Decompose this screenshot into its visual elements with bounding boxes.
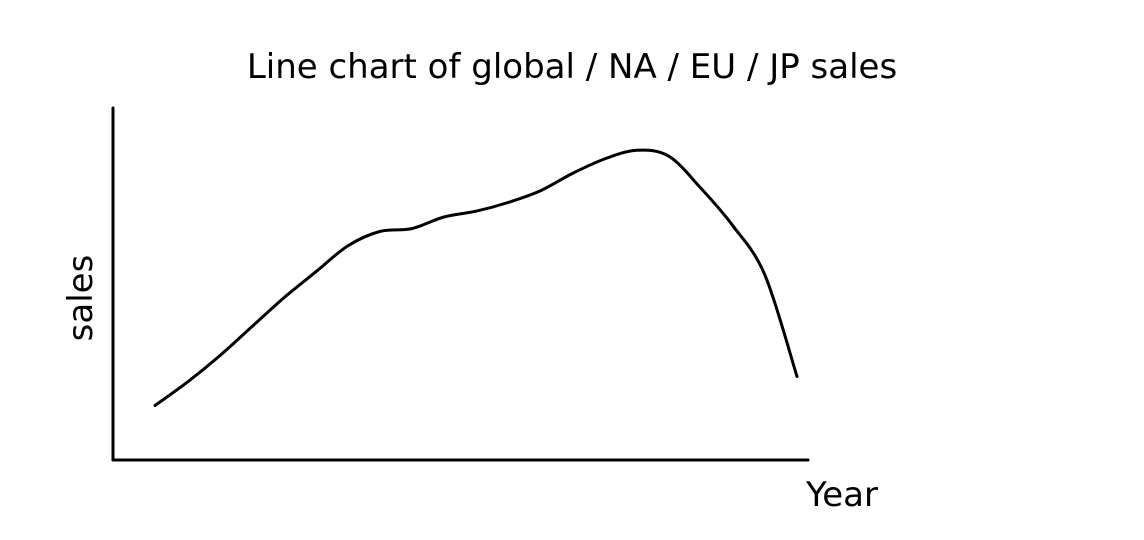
x-axis-label: Year xyxy=(805,475,878,515)
y-axis-label: sales xyxy=(61,255,101,342)
series-line-0 xyxy=(153,148,799,407)
series-layer xyxy=(153,148,799,407)
chart-title: Line chart of global / NA / EU / JP sale… xyxy=(247,47,897,87)
